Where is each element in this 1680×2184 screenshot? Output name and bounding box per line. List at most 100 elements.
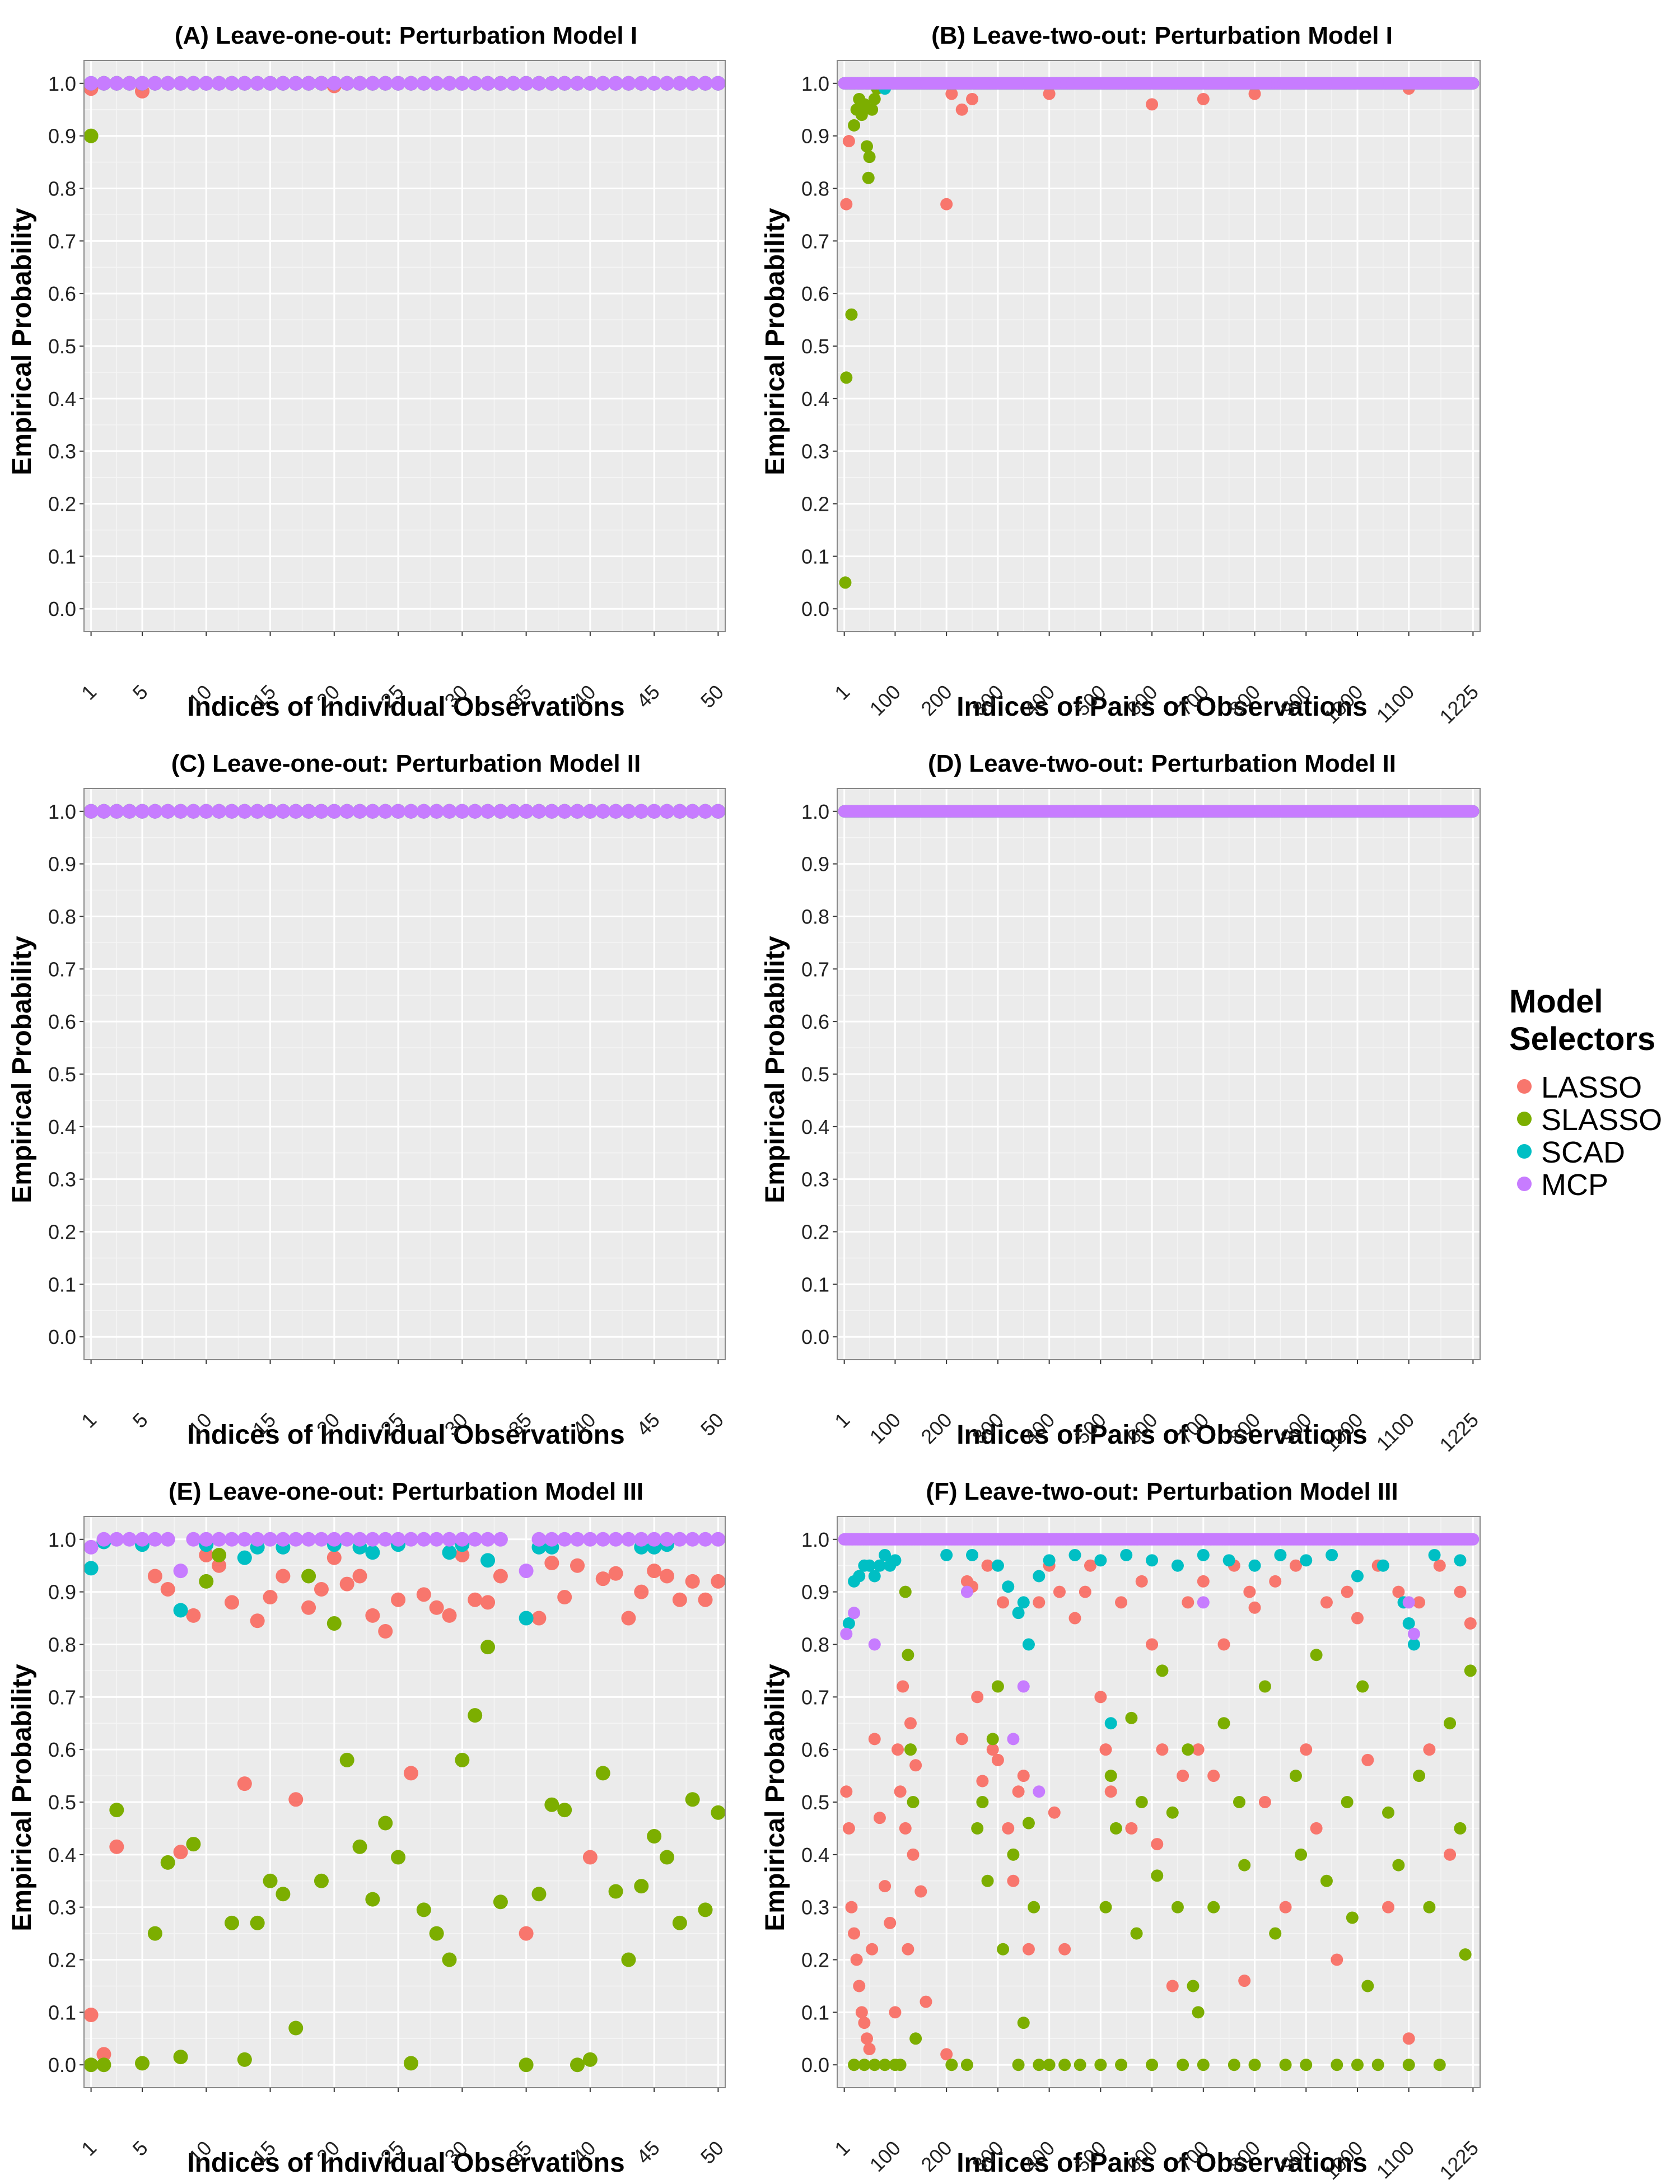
point-mcp — [173, 804, 188, 819]
point-lasso — [224, 1595, 239, 1610]
panel-title: (B) Leave-two-out: Perturbation Model I — [931, 22, 1393, 49]
y-tick-label: 0.2 — [801, 1949, 829, 1972]
point-lasso — [199, 1547, 214, 1562]
point-mcp — [263, 804, 278, 819]
point-mcp — [468, 76, 483, 91]
point-mcp — [326, 76, 342, 91]
point-mcp — [468, 1532, 483, 1547]
point-mcp — [301, 76, 316, 91]
point-scad — [991, 1559, 1004, 1572]
panel-E: (E) Leave-one-out: Perturbation Model II… — [7, 1478, 728, 2178]
point-lasso — [1310, 1822, 1323, 1835]
y-tick-label: 0.2 — [48, 493, 76, 516]
point-slasso — [1228, 2059, 1240, 2071]
point-mcp — [442, 1532, 457, 1547]
point-mcp — [135, 804, 150, 819]
y-tick-label: 0.1 — [48, 1273, 76, 1296]
point-scad — [1428, 1548, 1441, 1561]
point-lasso — [889, 2006, 902, 2019]
y-tick-label: 0.0 — [801, 1326, 829, 1348]
plot-area: 0.00.10.20.30.40.50.60.70.80.91.01 100 200… — [801, 788, 1483, 1456]
y-axis-label: Empirical Probability — [760, 1664, 790, 1931]
panel-A: (A) Leave-one-out: Perturbation Model I … — [7, 22, 728, 722]
point-mcp — [582, 1532, 598, 1547]
y-tick-label: 0.8 — [801, 177, 829, 200]
point-slasso — [1351, 2059, 1364, 2071]
point-lasso — [892, 1743, 904, 1756]
point-mcp — [160, 804, 175, 819]
point-slasso — [339, 1752, 354, 1767]
point-mcp — [314, 804, 329, 819]
point-lasso — [1238, 1975, 1251, 1987]
panel-title: (F) Leave-two-out: Perturbation Model II… — [926, 1478, 1398, 1505]
point-slasso — [83, 128, 99, 143]
point-slasso — [276, 1887, 291, 1902]
point-mcp — [1467, 805, 1480, 818]
point-mcp — [263, 76, 278, 91]
point-lasso — [840, 1785, 853, 1798]
point-scad — [173, 1603, 188, 1618]
x-axis-label: Indices of Individual Observations — [187, 692, 625, 722]
point-scad — [1402, 1617, 1415, 1630]
point-scad — [519, 1611, 534, 1626]
point-lasso — [1361, 1753, 1374, 1766]
point-mcp — [224, 1532, 239, 1547]
plot-border — [837, 788, 1481, 1360]
point-mcp — [570, 1532, 585, 1547]
series-mcp — [83, 1532, 726, 1579]
y-tick-label: 0.7 — [801, 958, 829, 981]
point-lasso — [1248, 1601, 1261, 1614]
x-tick-label: 45 — [632, 1408, 664, 1440]
point-mcp — [135, 1532, 150, 1547]
point-slasso — [1115, 2059, 1128, 2071]
point-lasso — [1007, 1874, 1020, 1887]
point-lasso — [544, 1556, 559, 1571]
point-mcp — [288, 1532, 304, 1547]
point-mcp — [83, 1539, 99, 1555]
point-slasso — [1464, 1664, 1477, 1677]
point-mcp — [544, 804, 559, 819]
point-lasso — [909, 1759, 922, 1772]
y-tick-label: 0.6 — [48, 282, 76, 305]
point-lasso — [1166, 1980, 1179, 1992]
point-mcp — [621, 1532, 636, 1547]
point-scad — [1248, 1559, 1261, 1572]
point-mcp — [122, 804, 137, 819]
x-tick-label: 100 — [865, 680, 905, 720]
plot-border — [83, 60, 726, 632]
point-slasso — [1217, 1717, 1230, 1730]
point-mcp — [698, 1532, 713, 1547]
x-tick-label: 1225 — [1435, 680, 1483, 729]
point-mcp — [276, 1532, 291, 1547]
x-tick-label: 50 — [696, 2136, 728, 2168]
point-slasso — [960, 2059, 973, 2071]
point-scad — [1197, 1548, 1210, 1561]
y-tick-label: 0.1 — [801, 1273, 829, 1296]
point-lasso — [276, 1569, 291, 1584]
point-lasso — [96, 2047, 111, 2062]
point-slasso — [173, 2050, 188, 2065]
y-tick-label: 0.3 — [801, 1896, 829, 1919]
point-lasso — [391, 1592, 406, 1607]
point-slasso — [1017, 2017, 1030, 2029]
x-tick-label: 1100 — [1372, 2136, 1419, 2183]
point-slasso — [1171, 1901, 1184, 1914]
point-slasso — [1233, 1796, 1246, 1808]
x-tick-label: 1100 — [1372, 1408, 1419, 1455]
point-slasso — [1238, 1859, 1251, 1872]
y-tick-label: 0.6 — [48, 1010, 76, 1033]
point-slasso — [1146, 2059, 1159, 2071]
point-lasso — [403, 1766, 418, 1781]
y-tick-label: 1.0 — [48, 1528, 76, 1551]
point-lasso — [842, 135, 855, 148]
point-slasso — [1320, 1874, 1333, 1887]
point-lasso — [1094, 1691, 1107, 1704]
point-lasso — [1248, 87, 1261, 100]
point-slasso — [570, 2057, 585, 2073]
point-lasso — [1192, 1743, 1205, 1756]
point-lasso — [1099, 1743, 1112, 1756]
point-mcp — [711, 804, 726, 819]
y-tick-label: 0.5 — [801, 1791, 829, 1814]
point-lasso — [1146, 1638, 1159, 1651]
x-tick-label: 1 — [77, 2136, 101, 2160]
